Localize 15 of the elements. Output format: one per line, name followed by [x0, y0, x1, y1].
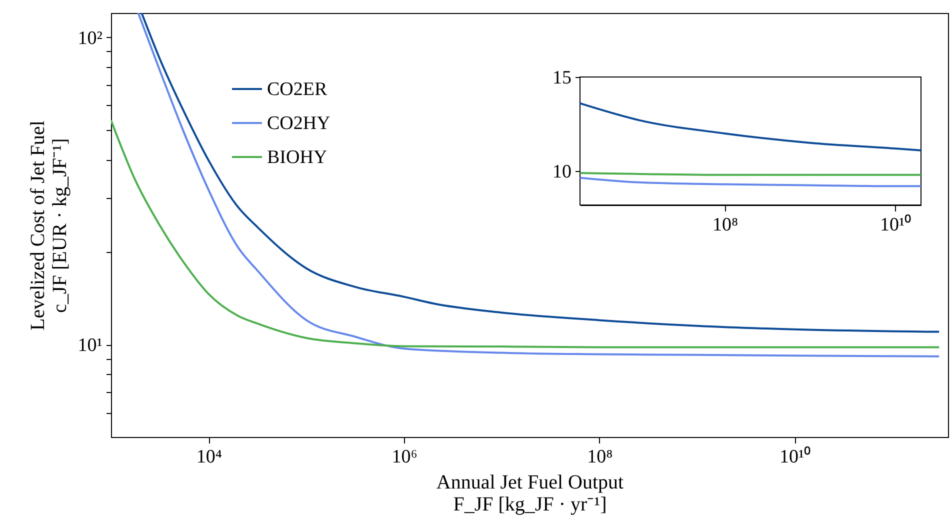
x-tick-label: 10¹⁰ — [779, 446, 812, 468]
legend-label: BIOHY — [267, 147, 328, 168]
legend-label: CO2ER — [267, 79, 328, 100]
y-tick-label: 10 — [552, 162, 572, 183]
x-tick-label: 10¹⁰ — [880, 214, 912, 236]
y-axis-title: Levelized Cost of Jet Fuel c_JF [EUR · kg_JF⁻¹] — [26, 120, 71, 330]
y-tick-label: 10¹ — [78, 335, 103, 356]
x-tick-label: 10⁸ — [587, 446, 613, 468]
x-axis-title: Annual Jet Fuel Output F_JF [kg_JF · yr⁻¹] — [436, 472, 624, 516]
legend-label: CO2HY — [267, 113, 331, 134]
y-tick-label: 15 — [552, 68, 572, 88]
y-tick-label: 10² — [78, 28, 103, 49]
x-tick-label: 10⁸ — [712, 214, 738, 236]
x-tick-label: 10⁶ — [392, 446, 418, 468]
x-tick-label: 10⁴ — [196, 446, 222, 468]
